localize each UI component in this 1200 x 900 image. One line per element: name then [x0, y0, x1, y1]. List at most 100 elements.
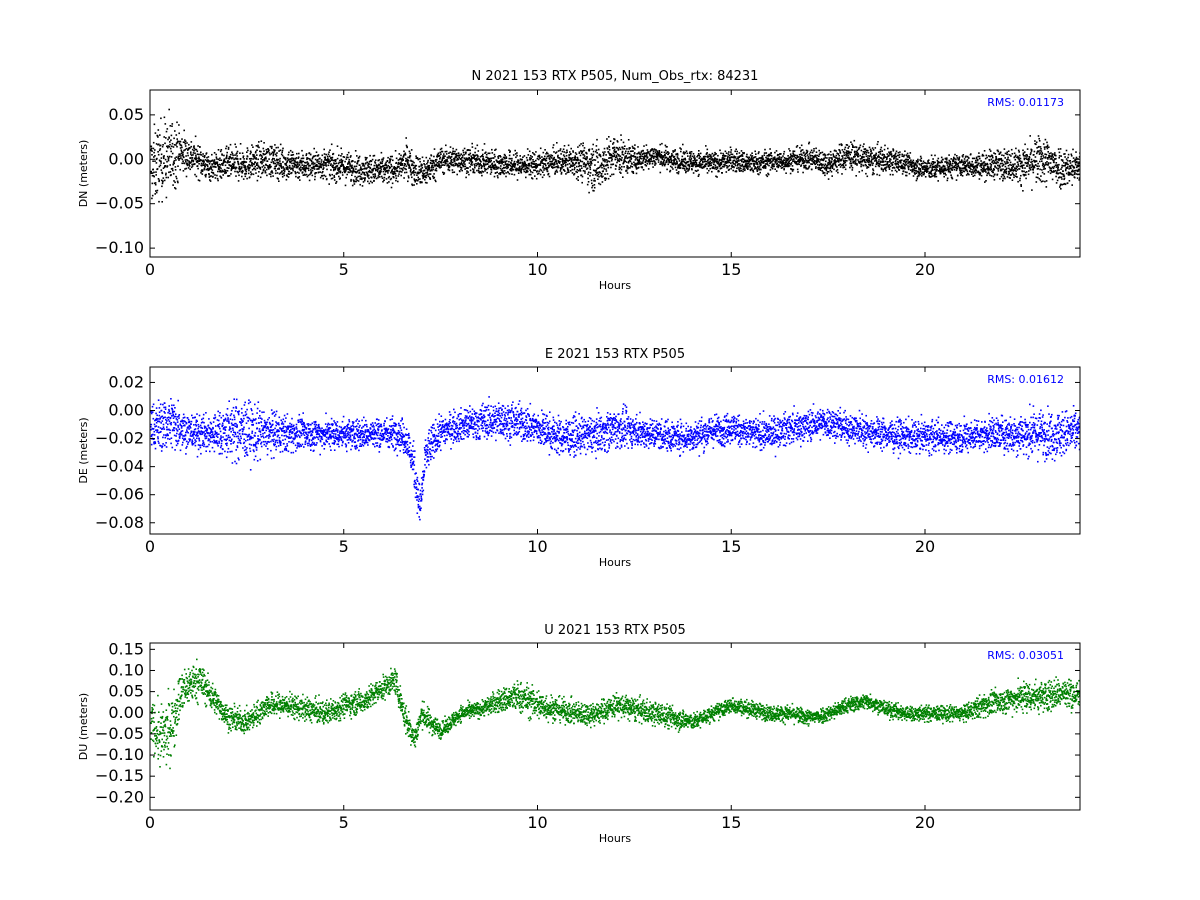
data-point — [735, 148, 737, 151]
data-point — [297, 162, 299, 164]
data-point — [380, 162, 382, 164]
data-point — [778, 158, 781, 160]
data-point — [823, 157, 825, 160]
data-point — [732, 163, 735, 165]
data-point — [214, 174, 216, 176]
data-point — [771, 164, 774, 166]
data-point — [570, 153, 572, 155]
data-point — [193, 150, 195, 152]
data-point — [808, 165, 811, 167]
data-point — [356, 155, 358, 157]
data-point — [893, 158, 895, 160]
data-point — [560, 168, 562, 170]
data-point — [422, 173, 425, 176]
data-point — [380, 170, 382, 173]
data-point — [660, 161, 662, 164]
data-point — [163, 157, 165, 160]
data-point — [306, 161, 309, 163]
data-point — [473, 165, 476, 167]
data-point — [842, 159, 845, 162]
data-point — [376, 170, 379, 173]
data-point — [274, 144, 276, 146]
data-point — [603, 158, 606, 161]
data-point — [386, 170, 388, 172]
data-point — [219, 157, 221, 160]
data-point — [824, 154, 827, 156]
data-point — [326, 168, 328, 171]
data-point — [689, 159, 692, 162]
data-point — [748, 158, 751, 161]
data-point — [548, 154, 550, 157]
data-point — [463, 147, 466, 150]
data-point — [615, 165, 618, 167]
data-point — [330, 143, 333, 146]
data-point — [757, 152, 760, 155]
data-point — [591, 156, 593, 159]
data-point — [916, 170, 919, 173]
data-point — [335, 180, 338, 183]
data-point — [793, 158, 795, 160]
data-point — [744, 165, 746, 168]
data-point — [638, 158, 641, 161]
data-point — [684, 151, 687, 154]
data-point — [457, 165, 459, 168]
data-point — [717, 161, 720, 164]
data-point — [505, 172, 507, 174]
data-point — [633, 152, 636, 154]
data-point — [589, 162, 591, 165]
data-point — [197, 159, 199, 162]
data-point — [185, 147, 188, 150]
data-point — [887, 165, 890, 167]
data-point — [358, 169, 360, 172]
data-point — [472, 169, 475, 171]
data-point — [165, 150, 168, 153]
data-point — [607, 177, 610, 180]
data-point — [295, 164, 297, 167]
data-point — [335, 182, 337, 184]
data-point — [154, 182, 157, 184]
data-point — [810, 149, 813, 152]
data-point — [440, 153, 442, 155]
data-point — [345, 158, 348, 160]
data-point — [604, 159, 607, 161]
data-point — [618, 166, 621, 168]
data-point — [282, 147, 284, 150]
data-point — [236, 158, 239, 160]
data-point — [763, 166, 766, 168]
data-point — [756, 162, 759, 164]
data-point — [316, 163, 318, 166]
data-point — [284, 157, 287, 159]
data-point — [811, 151, 814, 154]
data-point — [328, 173, 331, 176]
data-point — [391, 168, 394, 171]
data-point — [298, 152, 300, 155]
data-point — [210, 165, 212, 168]
data-point — [831, 157, 833, 159]
data-point — [666, 146, 668, 148]
data-point — [324, 164, 326, 166]
data-point — [365, 171, 368, 174]
data-point — [410, 172, 413, 174]
data-point — [156, 168, 159, 170]
data-point — [250, 151, 252, 154]
data-point — [513, 160, 516, 163]
data-point — [384, 169, 386, 171]
data-point — [289, 149, 292, 152]
data-point — [561, 167, 563, 169]
data-point — [417, 176, 419, 179]
data-point — [448, 166, 451, 169]
data-point — [501, 171, 504, 173]
data-point — [823, 153, 826, 155]
data-point — [529, 158, 532, 161]
data-point — [513, 173, 516, 176]
data-point — [398, 161, 400, 164]
data-point — [753, 164, 755, 166]
data-point — [527, 167, 530, 170]
data-point — [389, 161, 391, 164]
data-point — [738, 156, 740, 158]
data-point — [209, 180, 212, 182]
data-point — [466, 158, 468, 160]
data-point — [631, 155, 634, 157]
data-point — [277, 158, 280, 161]
data-point — [413, 174, 416, 176]
